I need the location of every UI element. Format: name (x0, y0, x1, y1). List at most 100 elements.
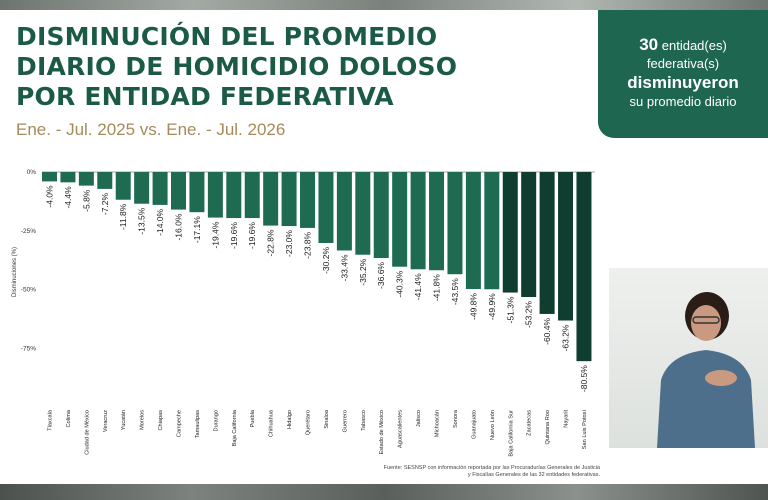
data-label: -41.4% (413, 273, 423, 300)
category-label: Sonora (453, 409, 459, 428)
bar-25 (484, 172, 500, 290)
category-label: Chihuahua (269, 409, 275, 437)
data-label: -13.5% (137, 207, 147, 234)
category-label: Zacatecas (527, 410, 533, 436)
title-line-2: DIARIO DE HOMICIDIO DOLOSO (16, 52, 458, 81)
page-title: DISMINUCIÓN DEL PROMEDIO DIARIO DE HOMIC… (16, 22, 516, 112)
category-label: Sinaloa (324, 409, 330, 429)
bar-3 (78, 172, 94, 186)
bar-12 (244, 172, 260, 219)
summary-badge: 30 entidad(es) federativa(s) disminuyero… (598, 10, 768, 138)
bar-2 (60, 172, 76, 183)
y-axis-label: Disminuciones (%) (12, 247, 18, 297)
interpreter-hands (705, 370, 737, 386)
category-label: Yucatán (121, 410, 127, 430)
badge-line-4: su promedio diario (629, 94, 737, 109)
title-line-3: POR ENTIDAD FEDERATIVA (16, 82, 394, 111)
bar-16 (318, 172, 334, 243)
category-label: Guanajuato (471, 410, 477, 439)
data-label: -35.2% (358, 258, 368, 285)
bar-17 (336, 172, 352, 251)
data-label: -14.0% (155, 208, 165, 235)
data-label: -22.8% (266, 229, 276, 256)
bar-20 (392, 172, 408, 267)
category-label: Baja California Sur (508, 410, 514, 457)
data-label: -60.4% (542, 318, 552, 345)
category-label: Campeche (177, 410, 183, 437)
data-label: -49.9% (487, 293, 497, 320)
data-label: -43.5% (450, 278, 460, 305)
category-label: Morelos (140, 410, 146, 430)
interpreter-figure (657, 292, 755, 448)
data-label: -19.4% (210, 221, 220, 248)
badge-line-2: federativa(s) (646, 56, 720, 71)
category-label: Chiapas (158, 410, 164, 431)
data-label: -17.1% (192, 216, 202, 243)
data-label: -4.0% (45, 185, 55, 208)
data-label: -36.6% (376, 262, 386, 289)
bar-10 (207, 172, 223, 218)
category-label: Colima (66, 409, 72, 427)
category-label: Tamaulipas (195, 410, 201, 438)
category-label: Michoacán (435, 410, 441, 437)
data-label: -19.6% (229, 222, 239, 249)
y-tick-label: -75% (21, 345, 36, 352)
interpreter-body (657, 350, 755, 448)
bar-9 (189, 172, 205, 213)
data-label: -51.3% (505, 296, 515, 323)
source-note: Fuente: SESNSP con información reportada… (383, 465, 600, 478)
category-label: Estado de México (379, 410, 385, 454)
bar-24 (465, 172, 481, 290)
y-tick-label: 0% (27, 169, 37, 176)
category-label: San Luis Potosí (582, 410, 588, 450)
category-label: Tabasco (361, 410, 367, 431)
bar-15 (300, 172, 316, 228)
category-label: Durango (213, 410, 219, 431)
bar-13 (263, 172, 279, 226)
category-label: Tlaxcala (48, 409, 54, 431)
category-label: Baja California (232, 409, 238, 446)
y-tick-label: -25% (21, 228, 36, 235)
period-subtitle: Ene. - Jul. 2025 vs. Ene. - Jul. 2026 (16, 120, 286, 139)
bar-19 (373, 172, 389, 259)
category-label: Puebla (250, 409, 256, 427)
data-label: -80.5% (579, 365, 589, 392)
data-label: -4.4% (63, 186, 73, 209)
title-line-1: DISMINUCIÓN DEL PROMEDIO (16, 22, 438, 51)
bar-5 (115, 172, 131, 200)
category-label: Guerrero (342, 410, 348, 432)
data-label: -19.6% (247, 222, 257, 249)
category-label: Hidalgo (287, 410, 293, 429)
bar-11 (226, 172, 242, 219)
category-label: Ciudad de México (84, 410, 90, 455)
data-label: -7.2% (100, 192, 110, 215)
bar-7 (152, 172, 168, 205)
bottom-background-strip (0, 484, 768, 500)
bar-22 (429, 172, 445, 271)
interpreter-glasses (692, 316, 720, 324)
data-label: -30.2% (321, 247, 331, 274)
bar-8 (171, 172, 187, 210)
category-label: Veracruz (103, 410, 109, 432)
bar-26 (502, 172, 518, 293)
data-label: -33.4% (339, 254, 349, 281)
y-tick-label: -50% (21, 287, 36, 294)
bar-4 (97, 172, 113, 189)
slide: DISMINUCIÓN DEL PROMEDIO DIARIO DE HOMIC… (0, 10, 768, 484)
category-label: Nayarit (564, 410, 570, 428)
badge-count: 30 (639, 35, 659, 54)
bar-14 (281, 172, 297, 227)
bar-23 (447, 172, 463, 275)
data-label: -49.8% (468, 293, 478, 320)
bar-29 (558, 172, 574, 321)
bar-27 (521, 172, 537, 298)
category-label: Quintana Roo (545, 410, 551, 445)
data-label: -23.8% (303, 231, 313, 258)
data-label: -53.2% (524, 301, 534, 328)
top-background-strip (0, 0, 768, 10)
badge-line-1-rest: entidad(es) (661, 38, 727, 53)
data-label: -41.8% (432, 274, 442, 301)
bar-chart: Disminuciones (%) 0% -25% -50% -75% -4.0% Tlax… (12, 169, 595, 457)
bar-1 (42, 172, 57, 182)
data-label: -40.3% (395, 270, 405, 297)
